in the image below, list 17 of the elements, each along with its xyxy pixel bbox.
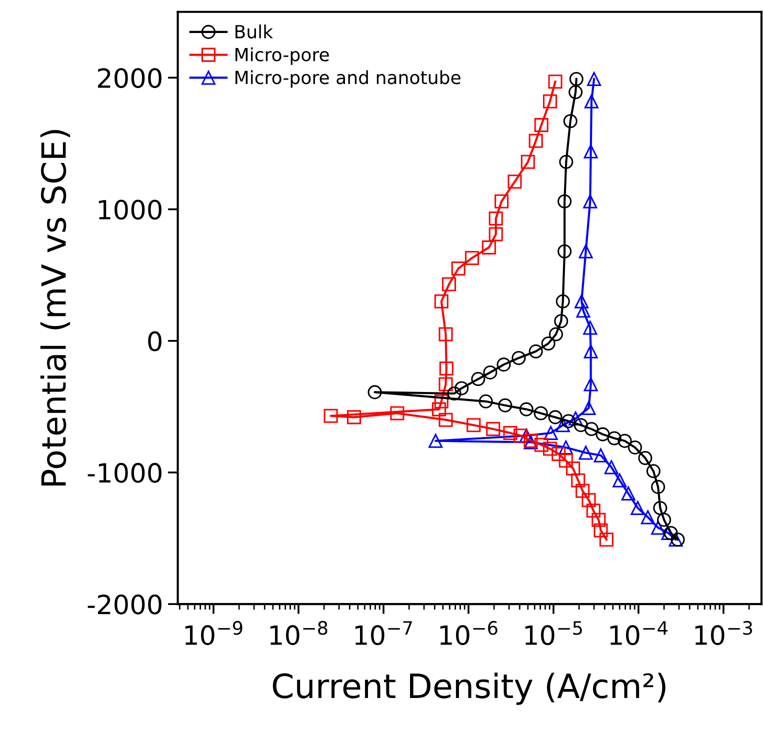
- y-tick-label: 2000: [98, 68, 162, 88]
- x-tick-label: 10$^{−7}$: [355, 621, 412, 646]
- legend-label: Micro-pore: [236, 47, 329, 65]
- x-tick-label: 10$^{−4}$: [610, 621, 668, 646]
- x-tick-label: 10$^{−8}$: [270, 620, 328, 646]
- y-tick-label: 1000: [98, 200, 162, 220]
- x-tick-label: 10$^{−3}$: [695, 620, 752, 646]
- legend-label: Micro-pore and nanotube: [236, 70, 460, 88]
- y-tick-label: -2000: [88, 594, 162, 614]
- y-tick-label: 0: [148, 331, 162, 352]
- x-axis-title: Current Density (A/cm²): [272, 672, 666, 705]
- y-axis-title: Potential (mV vs SCE): [40, 130, 70, 486]
- x-tick-label: 10$^{−6}$: [440, 620, 498, 646]
- y-tick-label: -1000: [88, 462, 162, 483]
- x-tick-label: 10$^{−9}$: [185, 620, 242, 646]
- x-tick-label: 10$^{−5}$: [525, 621, 582, 646]
- legend-label: Bulk: [236, 24, 273, 39]
